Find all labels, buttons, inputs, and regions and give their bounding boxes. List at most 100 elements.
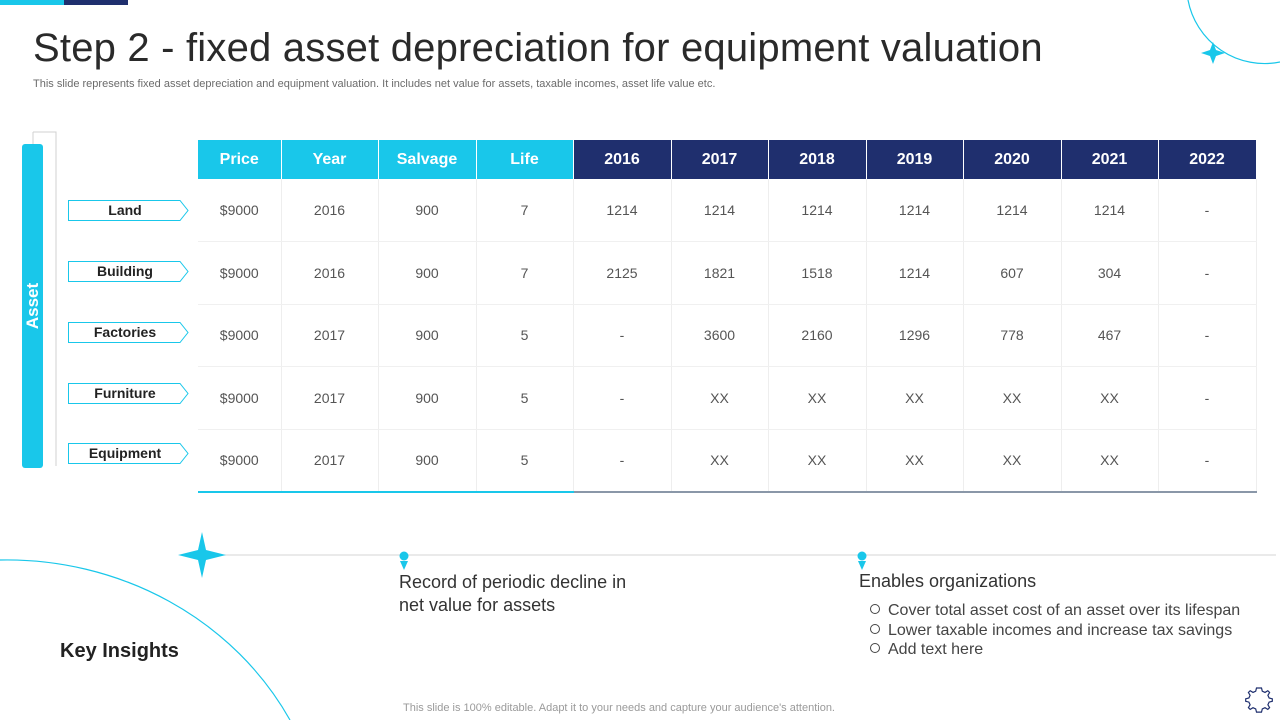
table-cell: 1214 — [768, 179, 867, 243]
table-cell: 1296 — [866, 304, 964, 368]
row-label-furniture: Furniture — [68, 383, 189, 404]
table-cell: - — [1158, 304, 1257, 368]
table-cell: 467 — [1061, 304, 1159, 368]
page-subtitle: This slide represents fixed asset deprec… — [33, 78, 716, 90]
table-cell: 900 — [378, 241, 477, 305]
table-cell: 900 — [378, 304, 477, 368]
table-cell: XX — [1061, 429, 1159, 493]
table-cell: 1821 — [671, 241, 769, 305]
table-cell: XX — [866, 429, 964, 493]
table-cell: 5 — [476, 366, 574, 430]
table-cell: 1214 — [1061, 179, 1159, 243]
row-label-land: Land — [68, 200, 189, 221]
circle-bullet-icon — [870, 604, 880, 614]
column-header: 2018 — [768, 140, 867, 179]
table-cell: 1214 — [963, 179, 1062, 243]
table-cell: 900 — [378, 429, 477, 493]
insight-point-2-title: Enables organizations — [859, 571, 1037, 591]
table-cell: 1214 — [866, 179, 964, 243]
table-cell: 3600 — [671, 304, 769, 368]
table-cell: 2160 — [768, 304, 867, 368]
column-header: 2017 — [671, 140, 769, 179]
table-cell: - — [1158, 241, 1257, 305]
table-cell: 778 — [963, 304, 1062, 368]
column-header: Life — [476, 140, 574, 179]
table-row: $9000 2016 900 7 1214 1214 1214 1214 121… — [198, 179, 1257, 243]
insight-point-1: Record of periodic decline in net value … — [399, 572, 627, 615]
table-cell: - — [1158, 429, 1257, 493]
circle-bullet-icon — [870, 643, 880, 653]
table-row: $9000 2017 900 5 - XX XX XX XX XX - — [198, 429, 1257, 493]
column-header: Price — [198, 140, 282, 179]
table-cell: - — [1158, 366, 1257, 430]
row-label-equipment: Equipment — [68, 443, 189, 464]
page-title: Step 2 - fixed asset depreciation for eq… — [33, 26, 1043, 70]
column-header: 2020 — [963, 140, 1062, 179]
pin-icon — [857, 551, 867, 570]
table-cell: $9000 — [198, 429, 282, 493]
column-header: 2016 — [573, 140, 672, 179]
table-cell: 1214 — [573, 179, 672, 243]
table-cell: $9000 — [198, 241, 282, 305]
gear-icon — [1245, 687, 1273, 713]
row-label-factories: Factories — [68, 322, 189, 343]
table-cell: - — [573, 366, 672, 430]
table-cell: 900 — [378, 366, 477, 430]
asset-group-label: Asset — [23, 282, 42, 330]
table-cell: - — [1158, 179, 1257, 243]
table-header-row: Price Year Salvage Life 2016 2017 2018 2… — [198, 140, 1257, 179]
table-cell: $9000 — [198, 366, 282, 430]
pin-icon — [399, 551, 409, 570]
table-row: $9000 2017 900 5 - XX XX XX XX XX - — [198, 366, 1257, 430]
column-header: 2019 — [866, 140, 964, 179]
column-header: 2022 — [1158, 140, 1257, 179]
table-cell: 2017 — [281, 304, 379, 368]
list-item: Cover total asset cost of an asset over … — [870, 601, 1240, 621]
circle-bullet-icon — [870, 623, 880, 634]
table-cell: 2017 — [281, 429, 379, 493]
table-cell: $9000 — [198, 179, 282, 243]
table-cell: 900 — [378, 179, 477, 243]
column-header: 2021 — [1061, 140, 1159, 179]
table-cell: XX — [671, 366, 769, 430]
table-cell: XX — [671, 429, 769, 493]
table-cell: 7 — [476, 241, 574, 305]
key-insights-title: Key Insights — [60, 640, 179, 662]
table-cell: $9000 — [198, 304, 282, 368]
table-cell: 7 — [476, 179, 574, 243]
table-cell: XX — [963, 429, 1062, 493]
column-header: Year — [281, 140, 379, 179]
table-cell: 2016 — [281, 241, 379, 305]
list-item: Add text here — [870, 640, 1240, 660]
list-item: Lower taxable incomes and increase tax s… — [870, 621, 1240, 641]
column-header: Salvage — [378, 140, 477, 179]
table-cell: 2125 — [573, 241, 672, 305]
row-label-building: Building — [68, 261, 189, 282]
table-cell: 1518 — [768, 241, 867, 305]
top-accent-bar-cyan — [0, 0, 64, 5]
table-row: $9000 2017 900 5 - 3600 2160 1296 778 46… — [198, 304, 1257, 368]
table-cell: 5 — [476, 304, 574, 368]
sparkle-icon — [1201, 42, 1225, 64]
table-cell: 304 — [1061, 241, 1159, 305]
table-row: $9000 2016 900 7 2125 1821 1518 1214 607… — [198, 241, 1257, 305]
table-cell: 607 — [963, 241, 1062, 305]
footer-note: This slide is 100% editable. Adapt it to… — [403, 702, 835, 714]
table-cell: 1214 — [671, 179, 769, 243]
insight-point-2-list: Cover total asset cost of an asset over … — [870, 601, 1240, 660]
table-cell: 5 — [476, 429, 574, 493]
table-cell: XX — [963, 366, 1062, 430]
table-cell: XX — [768, 429, 867, 493]
table-cell: 2016 — [281, 179, 379, 243]
table-cell: 1214 — [866, 241, 964, 305]
table-cell: - — [573, 429, 672, 493]
depreciation-table: Price Year Salvage Life 2016 2017 2018 2… — [198, 140, 1257, 493]
sparkle-icon — [178, 532, 226, 578]
table-cell: - — [573, 304, 672, 368]
table-cell: XX — [1061, 366, 1159, 430]
table-cell: 2017 — [281, 366, 379, 430]
top-accent-bar-navy — [64, 0, 128, 5]
table-cell: XX — [768, 366, 867, 430]
table-cell: XX — [866, 366, 964, 430]
asset-group-bar — [22, 144, 43, 468]
